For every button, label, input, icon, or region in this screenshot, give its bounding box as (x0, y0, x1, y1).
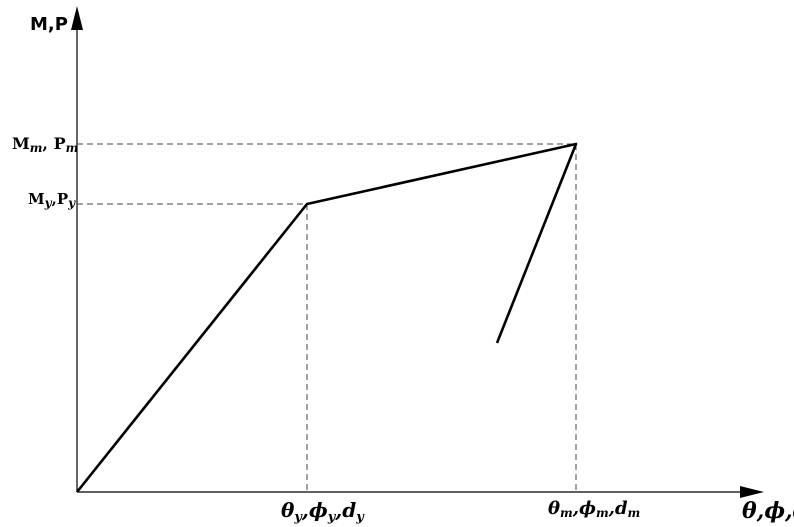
x-label-max: θm,ϕm,dm (548, 498, 640, 520)
x-axis-title: θ,ϕ,d (742, 498, 794, 524)
y-axis-arrow (71, 6, 83, 30)
y-label-max: Mm, Pm (12, 134, 78, 155)
y-axis-title: M,P (30, 14, 68, 35)
y-label-yield: My,Py (28, 190, 76, 210)
x-axis-arrow (740, 486, 764, 498)
x-label-yield: θy,ϕy,dy (281, 498, 365, 525)
response-curve (75, 142, 578, 493)
